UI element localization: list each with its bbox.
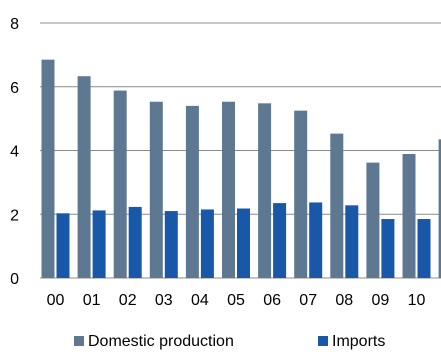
bar-domestic-production-05 [222, 101, 235, 278]
bar-imports-01 [92, 210, 106, 278]
bar-domestic-production-03 [149, 101, 163, 278]
legend: Domestic production Imports [74, 333, 385, 350]
x-tick-label-04: 04 [191, 292, 209, 309]
y-tick-label-6: 6 [10, 80, 19, 97]
bars [41, 59, 441, 278]
x-tick-label-01: 01 [83, 292, 101, 309]
bar-imports-08 [345, 205, 359, 278]
bar-domestic-production-08 [330, 133, 344, 278]
bar-domestic-production-09 [366, 162, 380, 278]
x-tick-label-10: 10 [408, 292, 426, 309]
bar-domestic-production-02 [113, 90, 127, 278]
x-tick-label-08: 08 [335, 292, 353, 309]
legend-label-imports: Imports [332, 333, 385, 350]
bar-domestic-production-11 [438, 139, 441, 278]
x-tick-label-09: 09 [372, 292, 390, 309]
x-tick-label-07: 07 [299, 292, 317, 309]
legend-swatch-imports [318, 336, 328, 346]
bar-imports-03 [164, 211, 178, 278]
x-tick-label-03: 03 [155, 292, 173, 309]
y-tick-label-2: 2 [10, 207, 19, 224]
x-axis-ticks: 000102030405060708091011 [47, 292, 426, 309]
bar-domestic-production-06 [258, 103, 272, 278]
bar-domestic-production-01 [77, 76, 91, 278]
y-tick-label-0: 0 [10, 271, 19, 288]
x-tick-label-06: 06 [263, 292, 281, 309]
bar-imports-02 [128, 206, 142, 278]
legend-swatch-domestic-production [74, 336, 84, 346]
bar-imports-04 [200, 209, 214, 278]
y-tick-label-4: 4 [10, 144, 19, 161]
y-tick-label-8: 8 [10, 16, 19, 33]
x-tick-label-00: 00 [47, 292, 65, 309]
bar-imports-09 [381, 219, 395, 278]
bar-domestic-production-07 [294, 110, 308, 278]
bar-domestic-production-04 [185, 105, 199, 278]
bar-imports-05 [237, 208, 250, 278]
bar-imports-00 [56, 213, 70, 278]
bar-domestic-production-10 [402, 154, 416, 278]
y-axis-ticks: 0 2 4 6 8 [10, 16, 19, 288]
x-tick-label-02: 02 [119, 292, 137, 309]
bar-imports-07 [309, 202, 323, 278]
bar-domestic-production-00 [41, 59, 55, 278]
legend-label-domestic-production: Domestic production [88, 333, 234, 350]
x-tick-label-05: 05 [227, 292, 245, 309]
bar-imports-06 [273, 203, 287, 278]
bar-imports-10 [417, 219, 431, 278]
